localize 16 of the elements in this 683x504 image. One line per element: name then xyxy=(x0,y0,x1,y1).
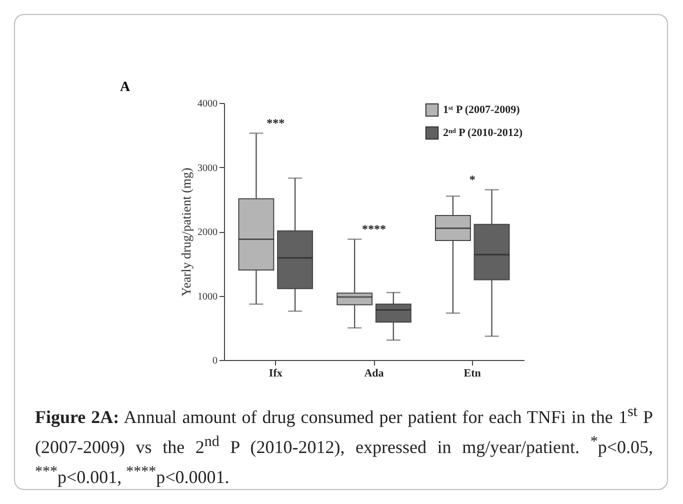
chart-title: A xyxy=(120,80,131,95)
annotation: *** xyxy=(266,116,285,130)
legend-label: 2ⁿᵈ P (2010-2012) xyxy=(443,127,523,139)
y-tick-label: 1000 xyxy=(198,291,218,302)
x-tick-label: Ifx xyxy=(268,368,283,380)
y-tick-label: 3000 xyxy=(198,162,218,174)
y-tick-label: 0 xyxy=(212,356,218,366)
legend-label: 1ˢᵗ P (2007-2009) xyxy=(443,104,520,116)
annotation: **** xyxy=(362,222,386,236)
y-axis-title: Yearly drug/patient (mg) xyxy=(178,168,194,296)
y-tick-label: 2000 xyxy=(198,227,218,238)
annotation: * xyxy=(469,172,476,187)
x-tick-label: Etn xyxy=(464,368,481,380)
x-tick-label: Ada xyxy=(364,368,384,380)
y-tick-label: 4000 xyxy=(198,98,218,110)
text: Figure 2A: Annual amount of drug consumed per patient for each TNFi in the 1$^{st}$ P (2007-2009) vs the 2$^{nd}$ P (2010-2012), expressed in mg/year/patient. $^{*}$p<0.05, $^{***}$p<0.001, $^{****}$p<0.0001. xyxy=(35,404,653,487)
